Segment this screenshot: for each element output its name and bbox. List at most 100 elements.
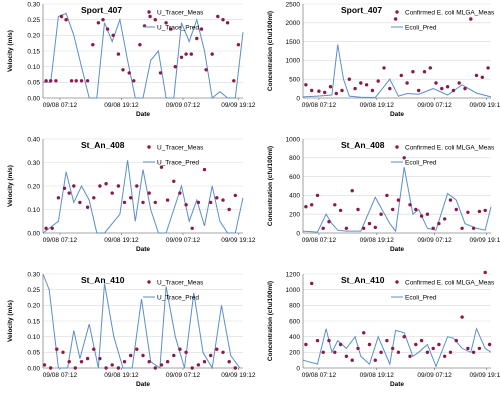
x-tick-label: 09/08 07:12 [302,372,337,379]
x-tick-label: 09/08 07:12 [302,237,337,244]
y-tick-label: 0.25 [27,287,40,294]
x-tick-label: 09/09 07:12 [166,102,201,109]
x-axis-title: Date [390,111,404,118]
x-tick-label: 09/08 19:12 [360,102,395,109]
data-point-meas [49,366,53,370]
data-point-meas [388,86,392,91]
data-point-meas [338,208,343,213]
data-point-meas [85,79,90,83]
data-point-meas [202,360,207,364]
data-point-meas [98,184,102,188]
data-point-meas [67,360,71,364]
data-point-meas [393,17,398,21]
data-point-meas [44,226,48,230]
data-point-meas [356,207,360,212]
x-tick-label: 09/09 07:12 [166,237,201,244]
y-tick-label: 500 [289,77,300,84]
data-point-meas [79,360,84,364]
x-tick-label: 09/08 19:12 [360,372,395,379]
y-tick-label: 600 [289,174,300,181]
data-point-meas [178,347,182,351]
legend-marker-meas [395,280,399,284]
data-point-meas [199,27,204,31]
legend-label-meas: U_Tracer_Meas [157,145,204,152]
x-tick-label: 09/09 19:12 [221,372,256,379]
data-point-meas [327,338,331,343]
legend: U_Tracer_Meas U_Trace_Pred [143,10,204,32]
y-tick-label: 800 [289,303,300,310]
y-tick-label: 0.00 [27,365,40,372]
data-point-meas [376,79,380,83]
y-tick-label: 0.20 [27,33,40,40]
data-point-meas [135,184,139,188]
data-point-meas [129,196,133,200]
x-tick-label: 09/09 19:12 [221,102,256,109]
series-line-pred [302,327,492,368]
data-point-meas [227,360,231,364]
data-point-meas [454,207,458,212]
data-point-meas [434,81,438,85]
data-point-meas [153,200,157,205]
data-point-meas [67,191,71,195]
y-tick-label: 0 [296,365,300,372]
data-point-meas [135,347,139,351]
data-point-meas [225,21,230,25]
chart-panel-4: 0 200 400 600 800 1000 09/08 07:12 09/08 19:12 0… [267,136,500,253]
data-point-meas [141,200,145,205]
y-tick-label: 0.20 [27,303,40,310]
y-tick-label: 0.00 [27,230,40,237]
y-tick-label: 0.25 [27,17,40,24]
data-point-meas [419,338,424,343]
data-point-meas [304,205,308,209]
data-point-meas [463,86,467,91]
data-point-meas [210,52,214,56]
data-point-meas [190,226,194,230]
data-point-meas [385,193,389,198]
data-point-meas [317,89,321,93]
data-point-meas [483,208,487,213]
data-point-meas [209,200,213,205]
data-point-meas [431,346,435,351]
data-point-meas [471,350,476,354]
data-point-meas [169,27,173,31]
data-point-meas [153,18,157,22]
data-point-meas [92,196,96,200]
data-point-meas [419,214,424,218]
data-point-meas [411,70,415,74]
data-point-meas [221,198,225,202]
chart-title: St_An_410 [341,275,385,285]
x-tick-label: 09/09 19:12 [469,372,500,379]
data-point-meas [173,65,177,69]
y-tick-label: 0.05 [27,80,40,87]
data-point-meas [469,17,473,21]
data-point-meas [359,81,363,85]
data-point-meas [110,191,114,195]
legend-label-meas: Confirmed E. coli MLGA_Meas [405,10,495,17]
data-point-meas [399,73,403,78]
data-point-meas [440,86,444,91]
data-point-meas [437,221,441,226]
chart-panel-6: 0 200 400 600 800 1000 1200 09/08 07:12 09/08 19… [267,270,500,388]
legend: Confirmed E. coli MLGA_Meas Ecoli_Pred [391,10,495,32]
data-point-meas [382,66,386,70]
data-point-meas [353,86,357,91]
legend: Confirmed E. coli MLGA_Meas Ecoli_Pred [391,145,495,167]
data-point-meas [402,335,406,339]
data-point-meas [49,79,53,83]
data-point-meas [340,88,344,93]
x-tick-label: 09/09 19:12 [469,102,500,109]
data-point-meas [195,36,199,41]
data-point-meas [184,203,188,207]
data-point-meas [147,191,151,195]
data-point-meas [221,18,225,22]
data-point-meas [350,358,354,362]
data-point-meas [391,207,395,212]
legend-label-pred: U_Trace_Pred [157,25,199,32]
data-point-meas [451,88,456,93]
data-point-meas [477,346,482,351]
x-tick-label: 09/08 19:12 [360,237,395,244]
data-point-meas [310,281,314,286]
x-tick-label: 09/09 07:12 [166,372,201,379]
y-tick-label: 0.40 [27,136,40,143]
